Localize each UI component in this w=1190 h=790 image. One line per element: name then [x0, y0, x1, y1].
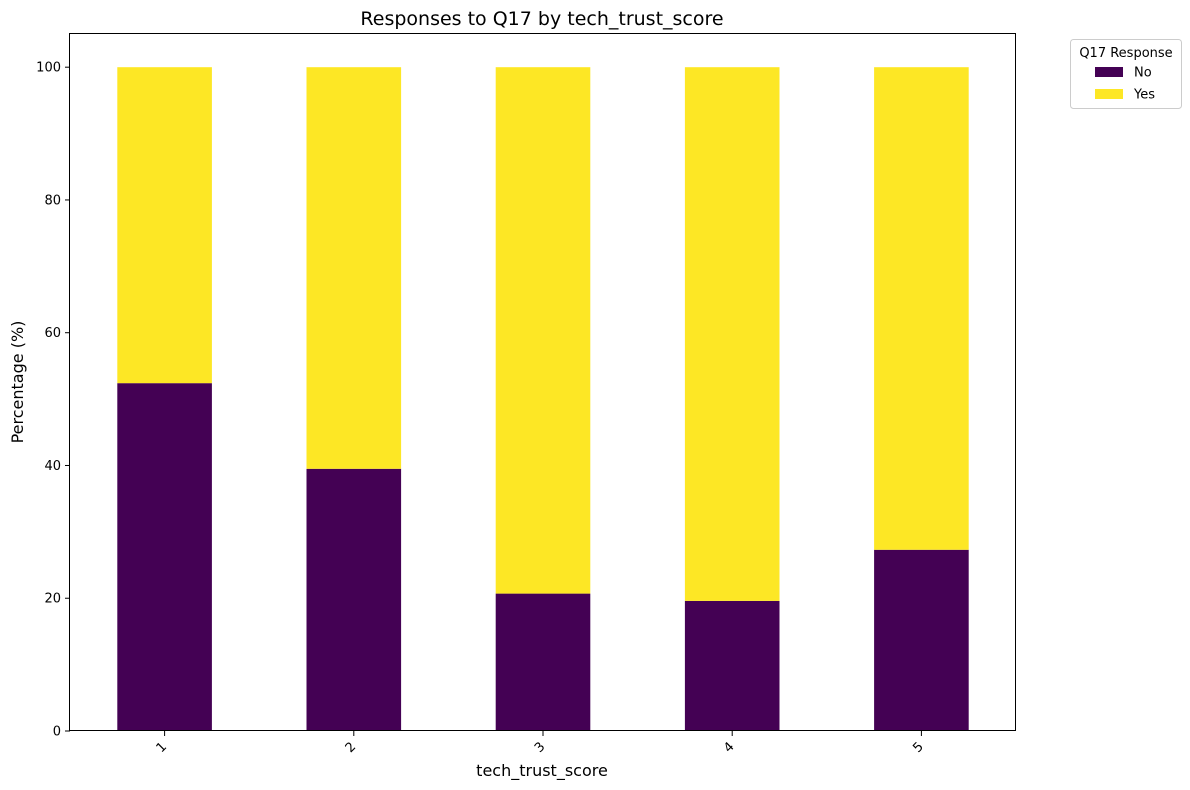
- y-tick-label: 100: [36, 61, 61, 76]
- bar-no-2: [306, 468, 402, 731]
- bar-yes-4: [684, 67, 780, 601]
- chart-title: Responses to Q17 by tech_trust_score: [360, 8, 723, 30]
- legend-items: No Yes: [1095, 66, 1155, 103]
- legend-swatch-no: [1095, 67, 1123, 77]
- bar-no-3: [495, 593, 591, 731]
- legend-label-yes: Yes: [1133, 88, 1155, 103]
- bars-group: [117, 67, 969, 731]
- x-tick-label: 3: [532, 739, 548, 755]
- y-tick-label: 60: [44, 326, 61, 341]
- plot-frame: [69, 33, 1016, 731]
- y-axis-title: Percentage (%): [8, 321, 27, 444]
- y-tick-label: 20: [44, 592, 61, 607]
- bar-yes-2: [306, 67, 402, 469]
- bar-yes-1: [117, 67, 212, 384]
- y-tick-label: 40: [44, 459, 61, 474]
- bar-no-1: [117, 383, 212, 731]
- legend-title: Q17 Response: [1079, 46, 1172, 61]
- x-tick-label: 4: [721, 739, 737, 755]
- bar-no-4: [684, 600, 780, 731]
- bar-yes-5: [874, 67, 969, 550]
- x-axis-title: tech_trust_score: [476, 761, 608, 781]
- x-tick-label: 5: [910, 739, 926, 755]
- x-tick-label: 2: [343, 739, 359, 755]
- y-tick-label: 0: [53, 725, 61, 740]
- legend: Q17 Response No Yes: [1070, 39, 1182, 109]
- x-tick-label: 1: [154, 739, 170, 755]
- y-axis: 0 20 40 60 80 100: [36, 61, 70, 740]
- bar-no-5: [874, 549, 969, 731]
- y-tick-label: 80: [44, 193, 61, 208]
- legend-label-no: No: [1134, 66, 1152, 81]
- x-axis: 1 2 3 4 5: [154, 731, 927, 756]
- bar-yes-3: [495, 67, 591, 594]
- legend-swatch-yes: [1095, 89, 1123, 99]
